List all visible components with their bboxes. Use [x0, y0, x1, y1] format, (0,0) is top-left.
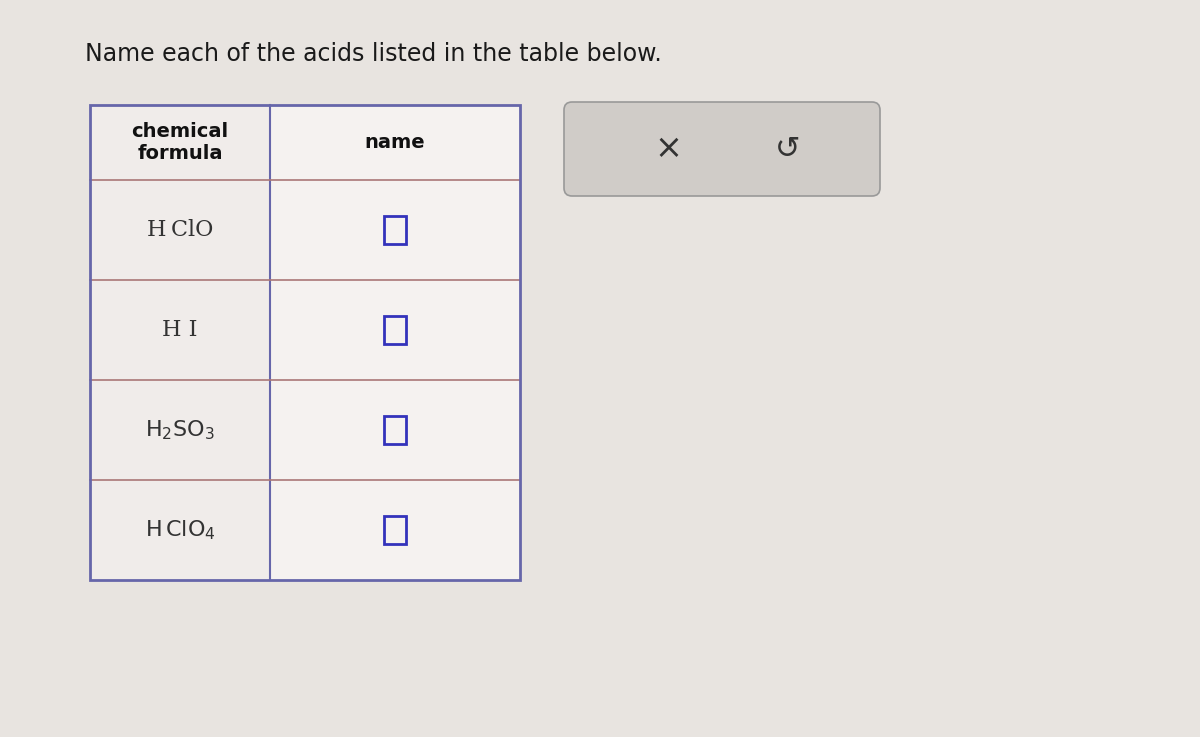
- Text: $\mathrm{H_2SO_3}$: $\mathrm{H_2SO_3}$: [145, 418, 215, 441]
- Text: Name each of the acids listed in the table below.: Name each of the acids listed in the tab…: [85, 42, 661, 66]
- FancyBboxPatch shape: [564, 102, 880, 196]
- Text: $\mathrm{H\,ClO_4}$: $\mathrm{H\,ClO_4}$: [145, 518, 215, 542]
- Text: name: name: [365, 133, 425, 152]
- Bar: [90, 105, 270, 580]
- Bar: [384, 216, 406, 244]
- Text: ×: ×: [654, 133, 682, 166]
- Text: chemical
formula: chemical formula: [132, 122, 228, 164]
- Bar: [270, 105, 520, 580]
- Bar: [90, 105, 520, 580]
- Text: H ClO: H ClO: [146, 219, 214, 241]
- Bar: [384, 316, 406, 344]
- Text: H I: H I: [162, 319, 198, 341]
- Bar: [384, 516, 406, 544]
- Text: ↺: ↺: [775, 134, 800, 164]
- Bar: [384, 416, 406, 444]
